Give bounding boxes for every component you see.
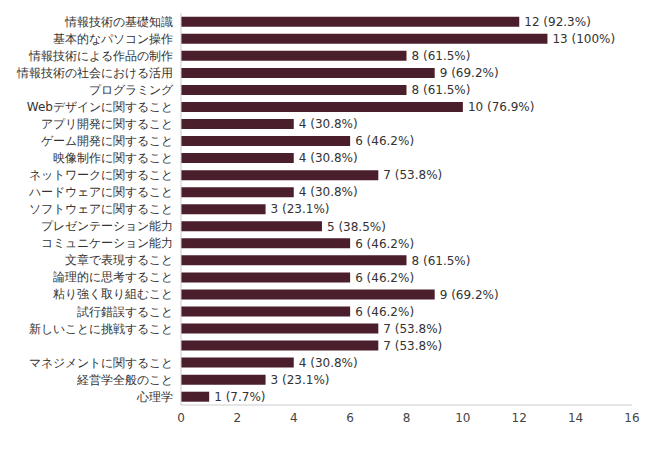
svg-text:4: 4 bbox=[290, 411, 298, 425]
svg-text:コミュニケーション能力: コミュニケーション能力 bbox=[41, 236, 173, 250]
svg-text:論理的に思考すること: 論理的に思考すること bbox=[53, 270, 173, 284]
svg-text:10: 10 bbox=[455, 411, 470, 425]
svg-text:心理学: 心理学 bbox=[136, 390, 173, 404]
svg-text:0: 0 bbox=[177, 411, 185, 425]
svg-text:16: 16 bbox=[624, 411, 639, 425]
svg-text:粘り強く取り組むこと: 粘り強く取り組むこと bbox=[53, 287, 173, 301]
svg-text:情報技術の基礎知識: 情報技術の基礎知識 bbox=[64, 15, 173, 29]
svg-text:ネットワークに関すること: ネットワークに関すること bbox=[29, 168, 173, 182]
svg-text:14: 14 bbox=[568, 411, 583, 425]
svg-text:6 (46.2%): 6 (46.2%) bbox=[355, 134, 414, 148]
svg-text:8 (61.5%): 8 (61.5%) bbox=[412, 254, 471, 268]
svg-text:映像制作に関すること: 映像制作に関すること bbox=[53, 151, 173, 165]
svg-text:アプリ開発に関すること: アプリ開発に関すること bbox=[41, 117, 173, 131]
svg-text:基本的なパソコン操作: 基本的なパソコン操作 bbox=[53, 32, 173, 46]
svg-text:9 (69.2%): 9 (69.2%) bbox=[440, 288, 499, 302]
svg-text:8: 8 bbox=[403, 411, 411, 425]
svg-text:5 (38.5%): 5 (38.5%) bbox=[327, 220, 386, 234]
svg-text:4 (30.8%): 4 (30.8%) bbox=[299, 117, 358, 131]
svg-text:4 (30.8%): 4 (30.8%) bbox=[299, 356, 358, 370]
svg-text:プレゼンテーション能力: プレゼンテーション能力 bbox=[41, 219, 173, 233]
svg-text:7 (53.8%): 7 (53.8%) bbox=[383, 322, 442, 336]
svg-text:Webデザインに関すること: Webデザインに関すること bbox=[27, 100, 173, 114]
svg-text:4 (30.8%): 4 (30.8%) bbox=[299, 185, 358, 199]
svg-text:6 (46.2%): 6 (46.2%) bbox=[355, 271, 414, 285]
svg-text:マネジメントに関すること: マネジメントに関すること bbox=[29, 356, 173, 370]
svg-text:12 (92.3%): 12 (92.3%) bbox=[524, 15, 591, 29]
svg-text:9 (69.2%): 9 (69.2%) bbox=[440, 66, 499, 80]
svg-text:8 (61.5%): 8 (61.5%) bbox=[412, 49, 471, 63]
svg-text:7 (53.8%): 7 (53.8%) bbox=[383, 168, 442, 182]
svg-text:ハードウェアに関すること: ハードウェアに関すること bbox=[28, 185, 173, 199]
svg-text:文章で表現すること: 文章で表現すること bbox=[65, 253, 173, 267]
svg-text:試行錯誤すること: 試行錯誤すること bbox=[77, 305, 173, 319]
svg-text:13 (100%): 13 (100%) bbox=[552, 32, 615, 46]
svg-text:情報技術による作品の制作: 情報技術による作品の制作 bbox=[28, 49, 173, 63]
svg-text:情報技術の社会における活用: 情報技術の社会における活用 bbox=[16, 66, 173, 80]
svg-text:7 (53.8%): 7 (53.8%) bbox=[383, 339, 442, 353]
svg-text:ソフトウェアに関すること: ソフトウェアに関すること bbox=[29, 202, 173, 216]
svg-text:3 (23.1%): 3 (23.1%) bbox=[271, 373, 330, 387]
svg-text:6: 6 bbox=[346, 411, 354, 425]
svg-text:ゲーム開発に関すること: ゲーム開発に関すること bbox=[41, 134, 173, 148]
svg-text:新しいことに挑戦すること: 新しいことに挑戦すること bbox=[29, 322, 173, 336]
svg-text:8 (61.5%): 8 (61.5%) bbox=[412, 83, 471, 97]
svg-text:6 (46.2%): 6 (46.2%) bbox=[355, 305, 414, 319]
svg-text:2: 2 bbox=[234, 411, 242, 425]
svg-text:1 (7.7%): 1 (7.7%) bbox=[214, 390, 265, 404]
svg-text:4 (30.8%): 4 (30.8%) bbox=[299, 151, 358, 165]
svg-text:経営学全般のこと: 経営学全般のこと bbox=[76, 373, 173, 387]
svg-text:12: 12 bbox=[512, 411, 527, 425]
svg-text:6 (46.2%): 6 (46.2%) bbox=[355, 237, 414, 251]
svg-text:プログラミング: プログラミング bbox=[89, 83, 174, 97]
svg-text:10 (76.9%): 10 (76.9%) bbox=[468, 100, 535, 114]
svg-text:3 (23.1%): 3 (23.1%) bbox=[271, 202, 330, 216]
